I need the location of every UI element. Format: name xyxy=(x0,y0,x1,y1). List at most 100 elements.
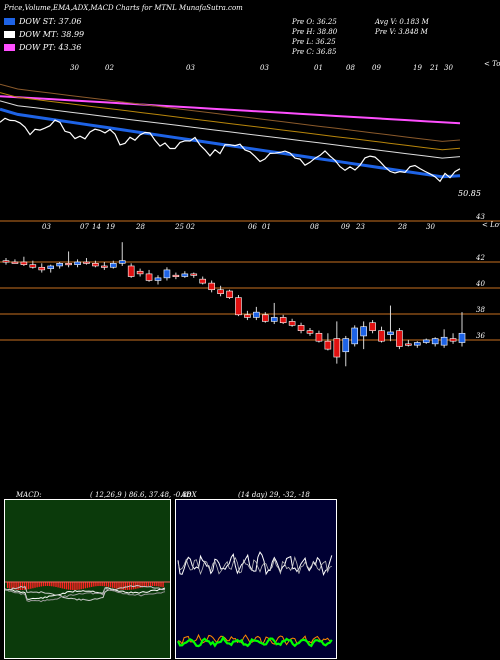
candle-body xyxy=(136,270,144,275)
macd-histogram-bar xyxy=(162,582,164,588)
candle-body xyxy=(109,263,117,268)
macd-histogram-bar xyxy=(86,582,89,588)
candle-body xyxy=(11,261,19,264)
macd-histogram-bar xyxy=(32,582,34,589)
macd-histogram-bar xyxy=(151,582,154,587)
price-date-label: 02 xyxy=(186,223,195,231)
candle-body xyxy=(181,273,189,277)
ema-series-line xyxy=(0,107,461,179)
adx-params: (14 day) 29, -32, -18 xyxy=(238,491,310,499)
macd-histogram-bar xyxy=(103,582,105,587)
ema-date-label: 19 xyxy=(413,64,422,72)
macd-histogram-bar xyxy=(124,582,126,590)
macd-histogram-bar xyxy=(99,582,101,586)
macd-histogram-bar xyxy=(88,582,91,588)
adx-panel xyxy=(175,499,337,659)
candle-body xyxy=(431,338,439,345)
macd-histogram-bar xyxy=(7,582,9,588)
ema-date-label: 30 xyxy=(70,64,79,72)
stat-avg-volume: Avg V: 0.183 M xyxy=(375,18,429,26)
candle-body xyxy=(342,338,350,353)
macd-histogram-bar xyxy=(13,582,15,590)
plus-di-line xyxy=(177,635,333,648)
macd-histogram-bar xyxy=(143,582,145,587)
macd-histogram-bar xyxy=(67,582,70,590)
macd-histogram-bar xyxy=(114,582,116,589)
price-date-label: 08 xyxy=(310,223,319,231)
candle-body xyxy=(83,261,90,264)
macd-histogram-bar xyxy=(91,582,93,587)
macd-label: MACD: xyxy=(16,491,42,499)
candle-body xyxy=(65,263,72,266)
price-axis-tick: 36 xyxy=(476,332,485,340)
candle-body xyxy=(163,269,171,279)
candle-body xyxy=(235,297,242,316)
chart-title: Price,Volume,EMA,ADX,MACD Charts for MTN… xyxy=(4,4,243,12)
stat-pre-open: Pre O: 36.25 xyxy=(292,18,337,26)
legend-swatch-icon xyxy=(4,31,15,38)
macd-histogram-bar xyxy=(101,582,103,587)
candle-body xyxy=(127,265,135,277)
legend-dow-st: DOW ST: 37.06 xyxy=(4,17,81,26)
macd-params: ( 12,26,9 ) 86.6, 37.48, -0.88 xyxy=(90,491,192,499)
macd-histogram-bar xyxy=(28,582,30,590)
candle-body xyxy=(38,266,46,271)
legend-label: DOW ST: 37.06 xyxy=(19,17,82,26)
macd-histogram-bar xyxy=(139,582,141,588)
candle-body xyxy=(405,343,412,346)
ema-aux-line xyxy=(0,92,461,151)
ema-date-label: 30 xyxy=(444,64,453,72)
candle-body xyxy=(47,265,55,269)
ema-price-line xyxy=(0,117,461,183)
ema-aux-line xyxy=(0,83,461,142)
candle-body xyxy=(396,330,403,347)
price-date-label: 07 xyxy=(80,223,89,231)
macd-histogram-bar xyxy=(133,582,135,590)
price-date-label: 03 xyxy=(42,223,51,231)
macd-histogram-bar xyxy=(72,582,74,590)
price-date-label: 09 xyxy=(341,223,350,231)
ema-date-label: 08 xyxy=(346,64,355,72)
candle-body xyxy=(297,325,305,331)
macd-histogram-bar xyxy=(30,582,32,589)
ema-date-label: 02 xyxy=(105,64,114,72)
macd-histogram-bar xyxy=(80,582,82,590)
macd-histogram-bar xyxy=(76,582,78,590)
macd-histogram-bar xyxy=(23,582,26,590)
ema-date-label: 03 xyxy=(260,64,269,72)
price-date-label: 28 xyxy=(135,223,145,231)
macd-histogram-bar xyxy=(11,582,13,589)
macd-histogram-bar xyxy=(122,582,124,590)
macd-histogram-bar xyxy=(25,582,28,590)
candle-body xyxy=(351,327,359,345)
candle-body xyxy=(20,261,28,265)
candle-body xyxy=(118,260,126,264)
macd-histogram-bar xyxy=(44,582,47,587)
price-date-label: 01 xyxy=(262,223,271,231)
candle-body xyxy=(413,342,421,346)
candle-body xyxy=(360,326,367,337)
ema-date-label: 21 xyxy=(429,64,439,72)
stat-pre-close: Pre C: 36.85 xyxy=(292,48,337,56)
price-date-label: 23 xyxy=(355,223,365,231)
macd-histogram-bar xyxy=(53,582,55,587)
macd-histogram-bar xyxy=(145,582,147,587)
ema-date-label: 09 xyxy=(372,64,381,72)
candle-body xyxy=(101,265,108,268)
macd-histogram-bar xyxy=(95,582,97,587)
macd-panel xyxy=(4,499,171,659)
macd-histogram-bar xyxy=(49,582,51,587)
macd-histogram-bar xyxy=(46,582,49,587)
candle-body xyxy=(458,332,466,343)
price-date-label: 30 xyxy=(426,223,435,231)
price-date-label: 28 xyxy=(397,223,407,231)
ema-chart: 30 02 03 03 01 08 09 19 21 30 xyxy=(0,64,461,183)
candle-body xyxy=(244,314,251,318)
macd-histogram-bar xyxy=(34,582,36,588)
ema-aux-line xyxy=(0,100,461,159)
price-chart: 43 42 40 38 36 03 07 14 19 28 25 02 06 01 08 09 23 28 30 xyxy=(0,213,500,367)
macd-histogram-bar xyxy=(154,582,156,587)
candle-body xyxy=(154,277,162,281)
price-date-label: 19 xyxy=(106,223,115,231)
candle-body xyxy=(315,332,323,342)
